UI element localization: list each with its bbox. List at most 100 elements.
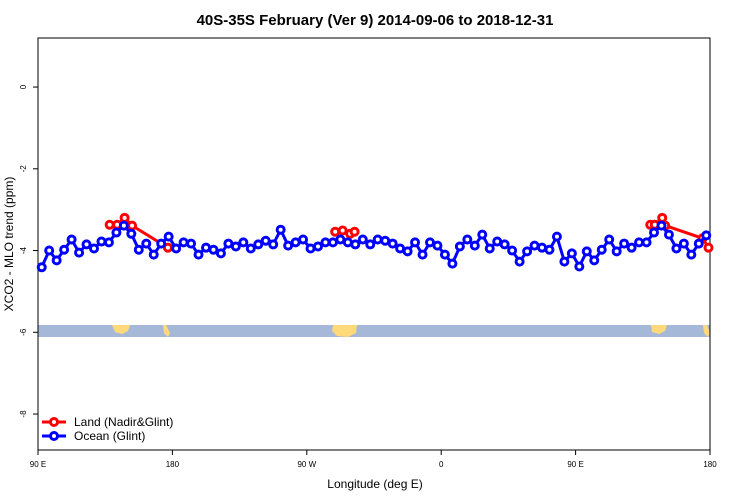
y-tick-label: 0 (19, 84, 28, 89)
point (469, 240, 480, 251)
point (604, 234, 615, 245)
point (372, 234, 383, 245)
legend-label: Land (Nadir&Glint) (74, 415, 173, 429)
point (663, 229, 674, 240)
point (313, 241, 323, 252)
point (89, 243, 99, 254)
point (581, 246, 592, 257)
land-patch (332, 325, 357, 337)
point (186, 238, 197, 249)
point (208, 244, 219, 255)
point (126, 228, 137, 239)
point (327, 237, 338, 248)
point (484, 243, 495, 254)
point (410, 237, 421, 248)
point (641, 237, 652, 248)
point (514, 256, 525, 267)
point (574, 261, 585, 272)
point (81, 239, 92, 250)
point (163, 231, 174, 242)
point (201, 242, 211, 253)
point (507, 245, 518, 256)
point (439, 249, 450, 260)
point (589, 255, 600, 266)
point (193, 249, 204, 260)
point (245, 243, 256, 254)
point (671, 243, 682, 254)
point (171, 243, 182, 254)
point (275, 224, 286, 235)
point (387, 238, 398, 249)
point (51, 255, 62, 266)
point (298, 234, 309, 245)
point (626, 242, 637, 253)
point (320, 237, 331, 248)
point (290, 237, 301, 248)
point (529, 240, 540, 251)
point (566, 248, 577, 259)
legend-marker (49, 417, 59, 427)
point (230, 241, 241, 252)
point (283, 240, 294, 251)
point (260, 235, 271, 246)
point (215, 248, 226, 259)
x-tick-label: 90 W (297, 460, 316, 469)
y-tick-label: -6 (19, 328, 28, 336)
point (96, 236, 107, 247)
point (365, 239, 376, 250)
legend-label: Ocean (Glint) (74, 429, 145, 443)
point (499, 239, 510, 250)
point (596, 244, 607, 255)
point (551, 231, 562, 242)
point (634, 237, 645, 248)
point (66, 234, 77, 245)
land-patch (703, 325, 710, 337)
point (492, 236, 503, 247)
point (119, 212, 130, 223)
point (395, 243, 406, 254)
point (703, 242, 714, 253)
point (477, 229, 488, 240)
point (544, 244, 555, 255)
chart-title: 40S-35S February (Ver 9) 2014-09-06 to 2… (197, 12, 554, 29)
point (111, 227, 122, 238)
x-tick-label: 90 E (567, 460, 583, 469)
y-tick-label: -4 (19, 246, 28, 254)
point (380, 235, 391, 246)
point (337, 225, 348, 236)
point (417, 249, 428, 260)
point (44, 245, 55, 256)
point (238, 237, 249, 248)
land-band (38, 325, 710, 337)
point (104, 219, 115, 230)
ocean-strip (38, 325, 710, 337)
point (178, 237, 189, 248)
point (349, 226, 360, 237)
land-patch (163, 325, 170, 337)
point (148, 249, 159, 260)
point (522, 246, 533, 257)
point (693, 238, 704, 249)
y-tick-label: -2 (19, 165, 28, 173)
land-patch (651, 325, 667, 334)
point (156, 238, 167, 249)
x-tick-label: 0 (439, 460, 444, 469)
x-tick-label: 180 (166, 460, 180, 469)
point (253, 239, 264, 250)
point (686, 249, 697, 260)
point (432, 240, 443, 251)
x-tick-label: 180 (703, 460, 717, 469)
point (133, 244, 144, 255)
point (118, 220, 129, 231)
x-axis-label: Longitude (deg E) (327, 477, 422, 491)
point (268, 239, 279, 250)
x-tick-label: 90 E (30, 460, 46, 469)
point (425, 237, 435, 248)
point (462, 234, 473, 245)
point (657, 212, 668, 223)
point (74, 247, 85, 258)
point (559, 256, 570, 267)
point (335, 234, 346, 245)
point (223, 238, 234, 249)
